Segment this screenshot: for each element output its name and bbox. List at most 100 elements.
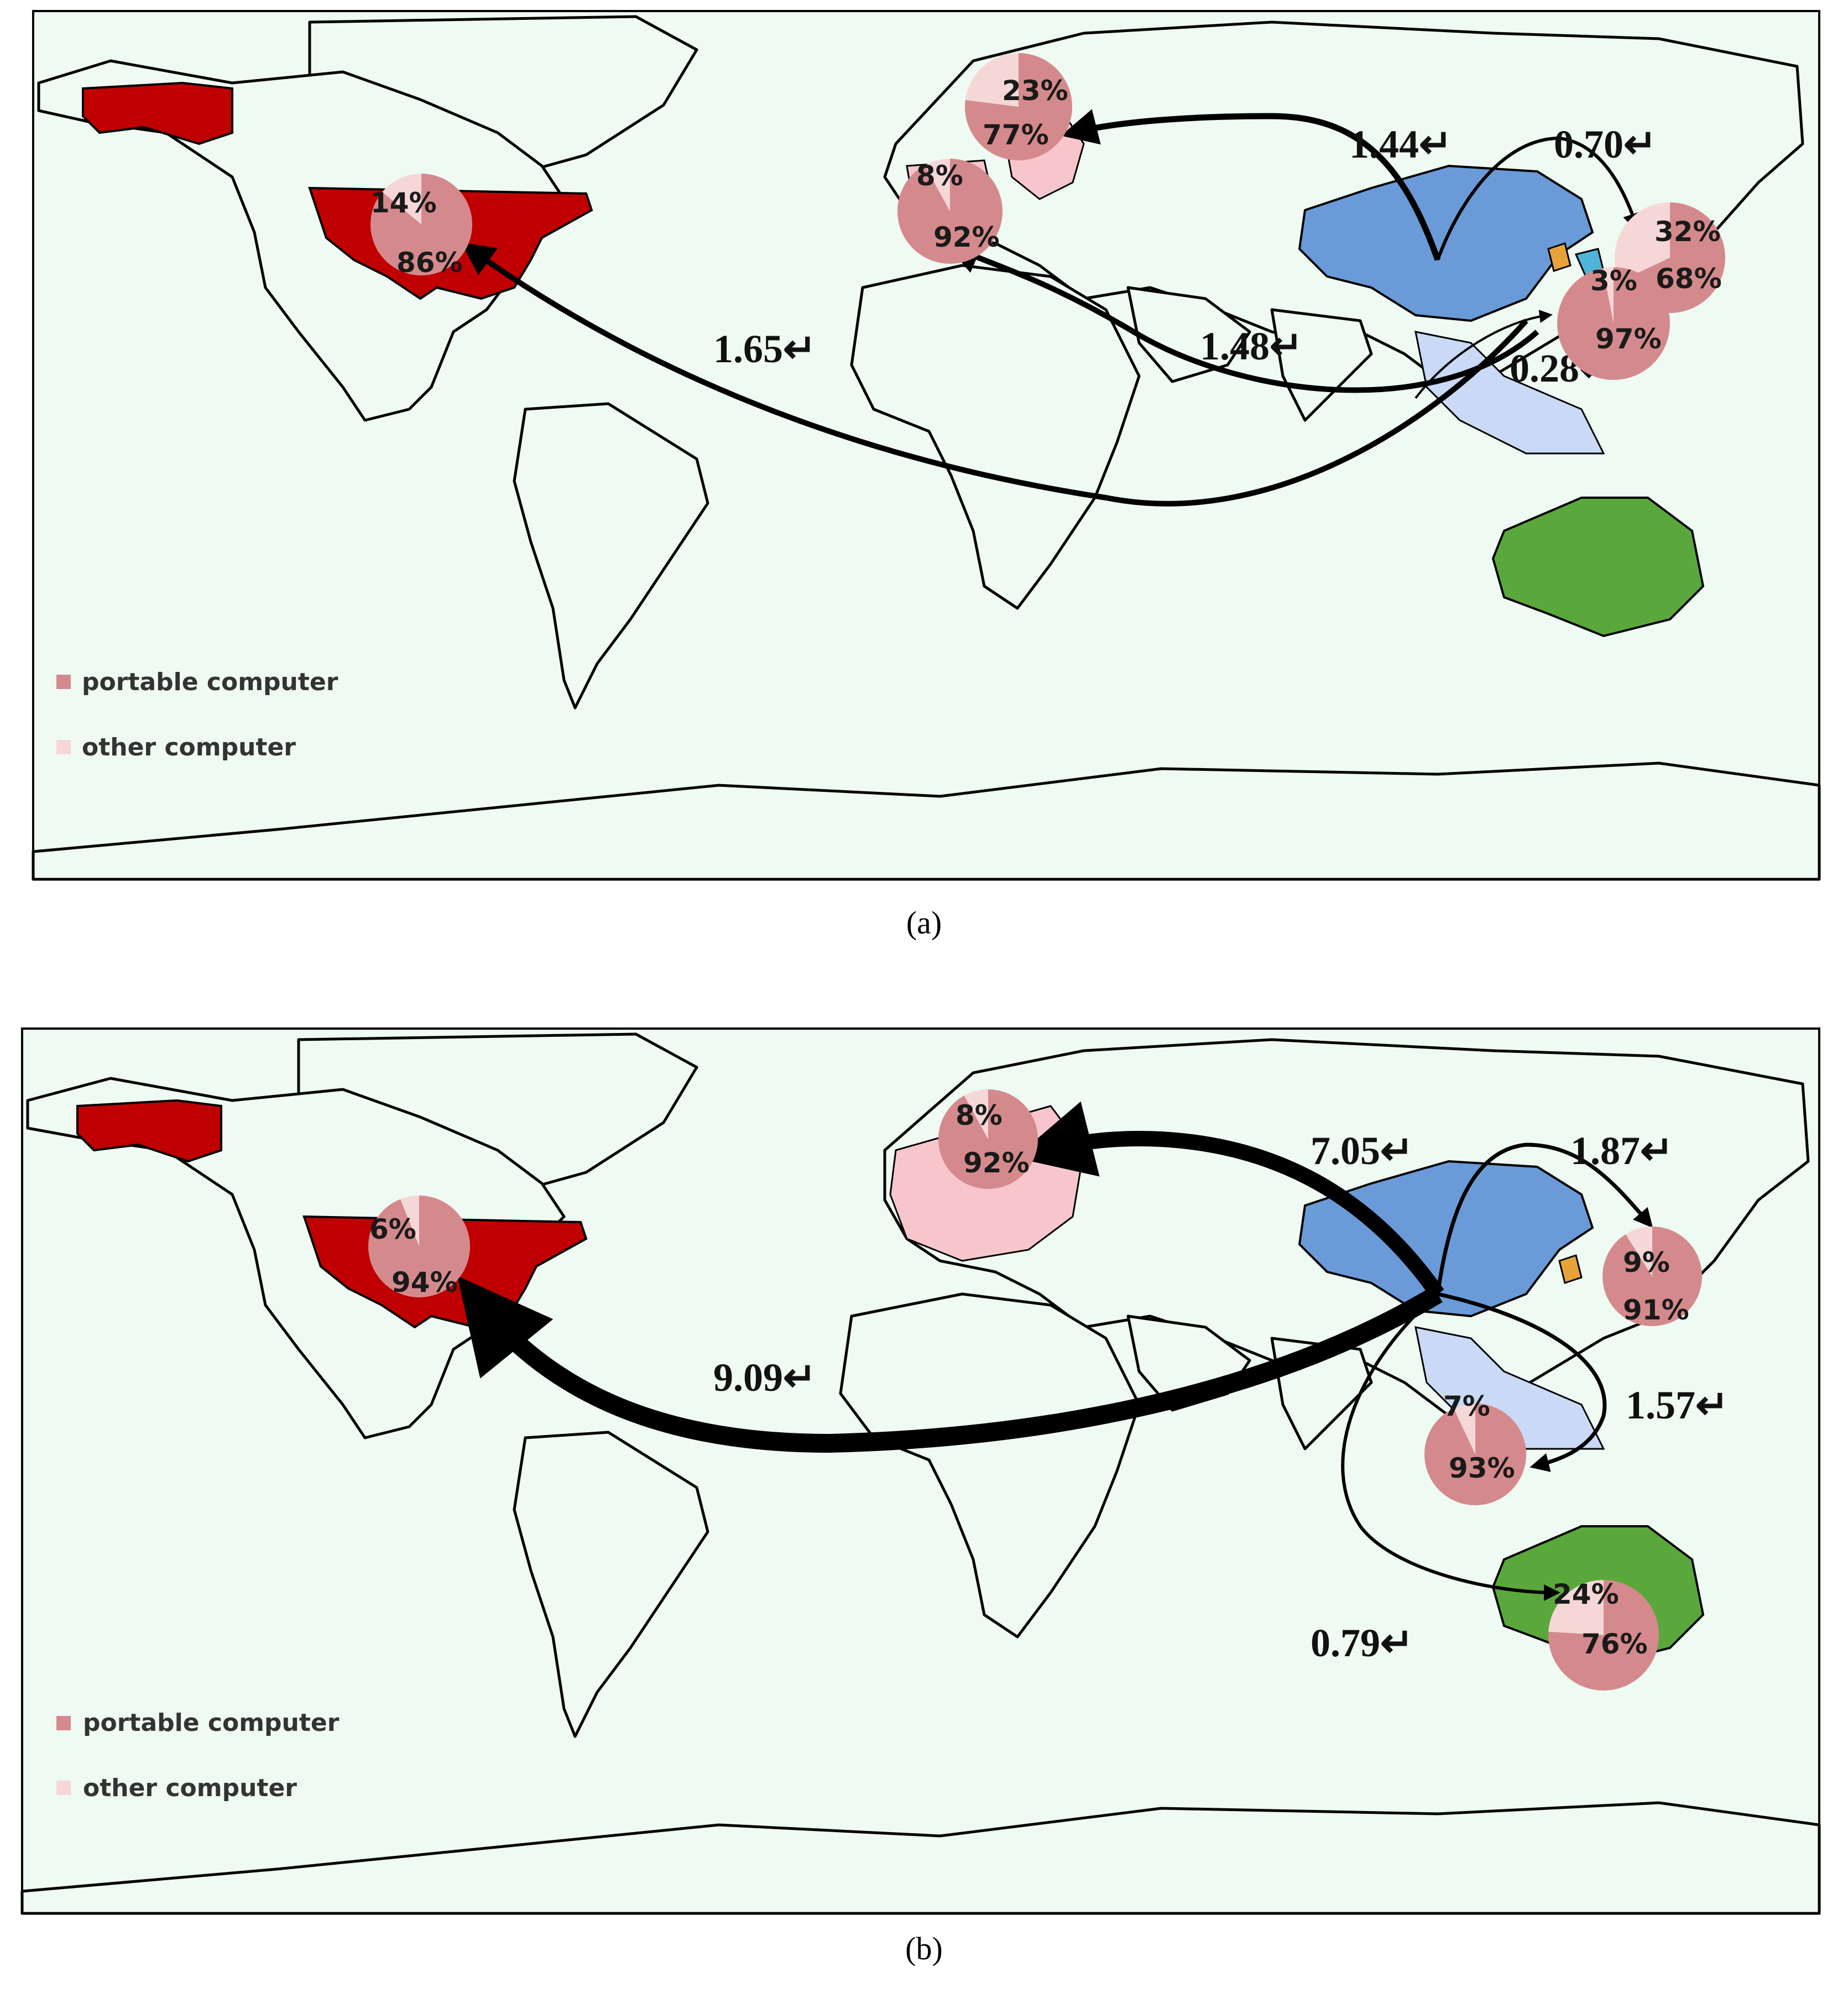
pie-label-portable: 92% [933,221,1000,253]
pie-label-portable: 76% [1581,1628,1648,1660]
pie-usa: 14% 86% [370,174,472,279]
legend-swatch-portable [56,675,71,689]
flow-label: 1.48↵ [1200,324,1303,368]
pie-slice-other-computer [1453,1404,1475,1454]
pie-slice-portable-computer [897,159,1003,264]
pie-label-other: 7% [1443,1390,1490,1422]
pie-slice-portable-computer [370,174,472,275]
australia [1491,497,1705,638]
pie-label-portable: 91% [1623,1294,1689,1326]
pie-slice-other-computer [1625,1227,1652,1276]
legend-swatch-portable [56,1716,71,1730]
flow-label: 1.65↵ [713,327,816,371]
pie-slice-other-computer [925,159,950,211]
africa [850,264,1141,610]
pie-label-other: 14% [370,187,437,219]
pie-slice-other-computer [1602,267,1614,324]
flow-arrow-southeast-asia-western-europe [946,242,1539,393]
pie-slice-portable-computer [1602,1227,1702,1326]
pie-label-other: 24% [1553,1578,1619,1610]
pie-japan: 9% 91% [1602,1227,1702,1326]
pie-western-europe: 8% 92% [897,159,1003,264]
map-panel-a: 1.65↵ 1.44↵ 0.70↵ 1.48↵ 0.28↵ 14% 86% 23… [0,0,1848,907]
map-panel-b: 9.09↵ 7.05↵ 1.87↵ 1.57↵ 0.79↵ 6% 94% 8% … [0,1018,1848,1924]
pie-label-other: 8% [916,160,963,192]
flow-arrow-southeast-asia-usa [461,242,1528,507]
pie-slice-portable-computer [1548,1580,1659,1691]
india [1270,308,1373,422]
pie-label-other: 8% [956,1099,1003,1131]
flow-arrow-china-eastern-europe [1061,109,1441,261]
legend-swatch-other [56,1781,71,1795]
pie-slice-other-computer [964,1089,988,1139]
pie-europe: 8% 92% [938,1089,1038,1189]
world-map-b: 9.09↵ 7.05↵ 1.87↵ 1.57↵ 0.79↵ 6% 94% 8% … [20,1027,1821,1915]
flow-label: 7.05↵ [1311,1129,1413,1173]
flow-arrow-china-australia [1341,1292,1560,1601]
pie-slice-other-computer [400,1196,419,1246]
legend-swatch-other [56,740,71,754]
pie-slice-other-computer [965,53,1019,107]
pie-label-portable: 68% [1656,263,1722,295]
antarctica [32,761,1821,881]
pie-label-portable: 92% [963,1147,1030,1179]
china [1298,1160,1594,1318]
flow-arrow-china-southeast-asia [1437,1292,1607,1472]
south-america [513,402,709,709]
pie-usa: 6% 94% [368,1196,471,1298]
south-america [513,1431,709,1738]
world-map-a: 1.65↵ 1.44↵ 0.70↵ 1.48↵ 0.28↵ 14% 86% 23… [32,10,1821,881]
flow-label: 1.57↵ [1626,1383,1729,1427]
north-america [37,59,566,422]
flow-label: 0.79↵ [1311,1621,1413,1665]
pie-slice-portable-computer [1424,1404,1526,1505]
pie-label-other: 23% [1002,75,1068,107]
japan [1547,242,1572,272]
pie-slice-portable-computer [1557,267,1670,380]
pie-label-portable: 94% [391,1266,458,1298]
pie-eastern-europe: 23% 77% [965,53,1072,160]
pie-southeast-asia: 7% 93% [1424,1390,1526,1505]
pie-slice-other-computer [1548,1580,1604,1635]
japan [1558,1254,1583,1284]
pie-slice-other-computer [382,174,421,225]
flow-arrow-china-usa [457,1276,1443,1453]
pie-southeast-asia: 3% 97% [1557,265,1670,380]
pie-label-other: 32% [1654,216,1721,248]
panel-caption-a: (a) [906,905,942,941]
pie-australia: 24% 76% [1548,1578,1659,1691]
pie-slice-other-computer [1615,202,1670,281]
arabia [1126,286,1251,383]
pie-label-portable: 97% [1595,323,1662,355]
legend-label-other: other computer [83,1774,297,1802]
panel-caption-b: (b) [905,1931,943,1966]
flow-label: 1.44↵ [1349,122,1452,166]
southeast-asia-region [1414,331,1605,455]
pie-slice-portable-computer [368,1196,471,1297]
pie-label-other: 6% [369,1213,416,1245]
legend: portable computer other computer [56,1709,340,1802]
pie-label-other: 3% [1590,265,1637,297]
pie-label-other: 9% [1623,1246,1670,1279]
flow-arrow-china-japan [1435,1142,1653,1295]
alaska [82,81,233,145]
pie-slice-portable-computer [938,1089,1038,1189]
north-america [26,1077,566,1439]
pie-label-portable: 77% [983,119,1049,151]
antarctica [20,1801,1821,1915]
legend: portable computer other computer [56,668,338,761]
pie-label-portable: 93% [1449,1452,1515,1484]
pie-label-portable: 86% [396,247,463,279]
legend-label-other: other computer [82,733,296,761]
flow-label: 9.09↵ [713,1355,816,1400]
alaska [76,1099,222,1163]
flow-arrow-china-japan [1436,136,1642,261]
southeast-asia-region [1414,1326,1605,1450]
flow-label: 1.87↵ [1570,1129,1673,1173]
legend-label-portable: portable computer [83,1709,340,1737]
legend-label-portable: portable computer [82,668,338,696]
flow-arrow-south-asia-southeast-asia [1414,310,1553,399]
pie-slice-portable-computer [965,53,1072,160]
flow-label: 0.70↵ [1554,122,1657,166]
flow-arrow-china-europe [1015,1101,1444,1299]
